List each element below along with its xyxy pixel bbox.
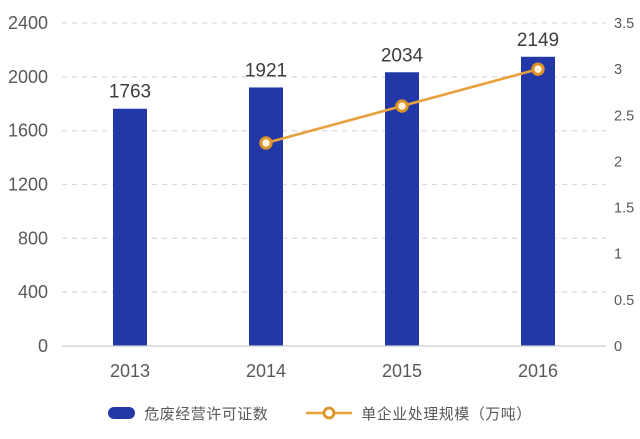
x-axis-label-2014: 2014 [246,361,286,381]
legend-item-line-series: 单企业处理规模（万吨） [306,403,532,424]
line-marker [395,99,409,113]
legend-item-bar-series: 危废经营许可证数 [108,403,268,424]
right-axis-tick-label: 3.5 [614,16,634,32]
legend-label-bar-series: 危废经营许可证数 [144,405,269,423]
right-axis-tick-label: 0.5 [614,293,634,309]
legend: 危废经营许可证数 单企业处理规模（万吨） [0,398,640,428]
left-axis-tick-label: 2400 [8,13,48,33]
line-marker [259,136,273,150]
bar-value-label: 1763 [109,82,151,103]
left-axis-tick-label: 1600 [8,121,48,141]
left-axis-tick-label: 0 [38,336,48,356]
line-marker [531,62,545,76]
x-axis-label-2015: 2015 [382,361,422,381]
plot-area: 1763 1921 2034 2149 2400 2000 1600 1200 800 400 0 3… [8,13,634,381]
right-axis-tick-label: 3 [614,62,622,78]
right-axis-tick-label: 0 [614,339,622,355]
legend-label-line-series: 单企业处理规模（万吨） [361,405,532,423]
left-axis-tick-label: 400 [18,282,48,302]
bar-2013 [113,108,147,346]
left-axis-tick-label: 800 [18,228,48,248]
right-axis-tick-label: 2 [614,154,622,170]
legend-line-marker [322,406,336,420]
bar-series-swatch-icon [108,407,136,419]
right-axis-tick-label: 1 [614,247,622,263]
x-axis-label-2013: 2013 [110,361,150,381]
bar-2014 [249,87,283,346]
line-series-swatch-icon [306,406,353,420]
right-axis-tick-label: 1.5 [614,201,634,217]
x-axis-label-2016: 2016 [518,361,558,381]
bar-2015 [385,72,419,346]
right-axis-tick-label: 2.5 [614,108,634,124]
left-axis-tick-label: 2000 [8,67,48,87]
left-axis-tick-label: 1200 [8,175,48,195]
bar-value-label: 2149 [517,30,559,51]
bar-2016 [521,56,555,346]
bar-value-label: 1921 [245,60,287,81]
bar-value-label: 2034 [381,45,424,66]
